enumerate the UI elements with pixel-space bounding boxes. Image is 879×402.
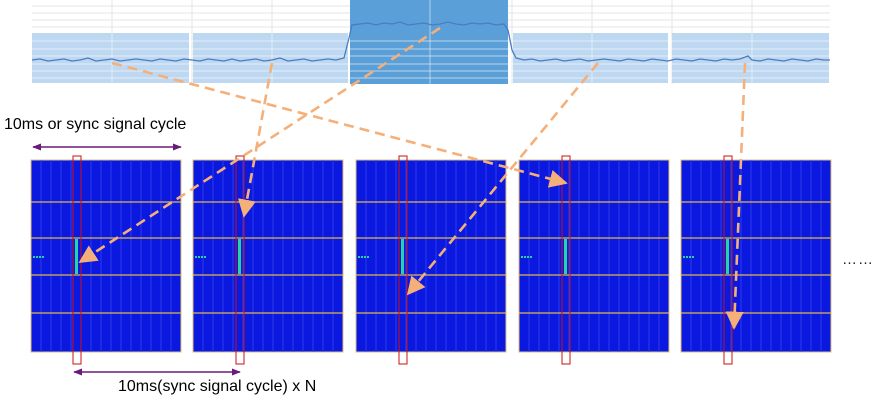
frame-5 <box>680 155 832 365</box>
dashed-arrow-icon <box>725 62 747 330</box>
waveform-trace <box>31 21 830 62</box>
frame-2 <box>192 155 344 365</box>
dashed-arrow-icon <box>406 62 600 296</box>
selection-box <box>235 155 245 365</box>
selection-box <box>723 155 733 365</box>
continuation-ellipsis: …… <box>842 251 874 268</box>
dashed-arrow-icon <box>78 26 441 264</box>
dashed-arrow-icon <box>237 62 274 218</box>
selection-box <box>398 155 408 365</box>
frame-spacing-label: 10ms(sync signal cycle) x N <box>118 378 317 395</box>
frame-1 <box>30 155 182 365</box>
frame-3 <box>355 155 507 365</box>
frame-duration-label: 10ms or sync signal cycle <box>4 116 187 133</box>
waveform-strip <box>31 0 830 84</box>
mapping-arrows <box>78 26 747 330</box>
waveform-highlight-band <box>350 0 508 84</box>
frame-4 <box>518 155 670 365</box>
dashed-arrow-icon <box>111 61 568 188</box>
selection-box <box>561 155 571 365</box>
